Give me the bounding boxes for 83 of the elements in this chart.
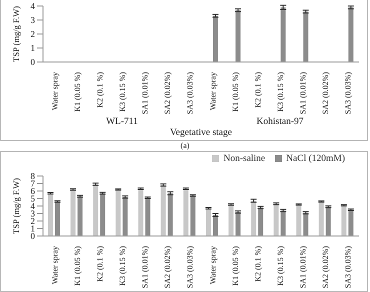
bar: [236, 10, 241, 62]
bar: [236, 212, 241, 236]
x-tick-label: Water spray: [50, 72, 60, 110]
y-tick-label: 0: [30, 57, 36, 68]
x-tick-label: Water spray: [208, 246, 218, 284]
bar: [122, 197, 128, 236]
bar: [303, 212, 308, 236]
x-tick-label: K3 (0.15 %): [276, 246, 285, 286]
x-tick-label: Water spray: [50, 246, 60, 284]
x-tick-label: K3 (0.15 %): [118, 72, 127, 112]
bar: [168, 193, 173, 236]
bar: [78, 196, 83, 236]
y-axis-title: TSP (mg/g F.W): [11, 178, 22, 234]
bar: [296, 204, 302, 236]
x-tick-label: K1 (0.05 %): [230, 72, 240, 112]
bar: [183, 188, 188, 236]
y-tick-label: 4: [30, 1, 36, 12]
text: (a): [180, 141, 190, 150]
x-tick-label: SA3 (0.03%): [344, 72, 353, 114]
x-tick-label: K2 (0.1 %): [95, 72, 104, 108]
x-tick-label: SA1 (0.01%): [298, 72, 308, 114]
y-tick-label: 7: [30, 178, 36, 189]
text: Kohistan-97: [256, 117, 304, 128]
x-tick-label: K1 (0.05 %): [72, 246, 82, 286]
y-tick-label: 1: [30, 224, 35, 234]
x-tick-label: K2 (0.1 %): [95, 246, 104, 282]
bar: [93, 184, 98, 236]
x-tick-label: SA3 (0.03%): [344, 246, 353, 288]
bar: [48, 193, 53, 236]
bar: [160, 185, 166, 236]
bar: [206, 208, 211, 236]
bar: [100, 193, 106, 236]
y-tick-label: 4: [30, 201, 36, 212]
bar: [54, 202, 60, 236]
bar: [341, 205, 346, 236]
bar: [280, 210, 286, 236]
legend-label: Non-saline: [223, 154, 266, 164]
y-axis-title: TSP (mg/g F.W): [11, 6, 22, 62]
x-tick-label: K3 (0.15 %): [276, 72, 285, 112]
bar: [348, 210, 354, 236]
x-tick-label: K2 (0.1 %): [253, 246, 262, 282]
bar: [138, 188, 144, 236]
y-tick-label: 2: [30, 29, 35, 40]
x-tick-label: K2 (0.1 %): [253, 72, 262, 108]
bar: [326, 206, 331, 236]
y-tick-label: 2: [30, 216, 35, 226]
x-tick-label: SA2 (0.02%): [163, 246, 172, 288]
x-tick-label: SA1 (0.01%): [298, 246, 308, 288]
bar: [303, 12, 308, 62]
y-tick-label: 5: [30, 194, 36, 204]
bar: [274, 204, 279, 236]
bar: [190, 196, 196, 236]
bar: [116, 190, 121, 236]
x-tick-label: SA3 (0.03%): [186, 72, 195, 114]
x-tick-label: SA2 (0.02%): [321, 72, 330, 114]
bar: [280, 7, 286, 62]
x-axis-title: Vegetative stage: [169, 128, 233, 139]
y-tick-label: 8: [30, 171, 36, 182]
bar: [348, 7, 354, 62]
y-tick-label: 1: [30, 43, 35, 54]
bar: [212, 215, 218, 236]
bar: [318, 202, 324, 236]
x-tick-label: K3 (0.15 %): [118, 246, 127, 286]
y-tick-label: 6: [30, 186, 36, 196]
bar: [228, 204, 234, 236]
bar: [145, 198, 150, 236]
bar: [251, 200, 256, 236]
y-tick-label: 3: [30, 208, 36, 219]
y-tick-label: 0: [30, 231, 36, 242]
x-tick-label: K1 (0.05 %): [72, 72, 82, 112]
text: WL-711: [105, 117, 139, 128]
x-tick-label: Water spray: [208, 72, 218, 110]
bar: [258, 208, 264, 236]
x-tick-label: SA2 (0.02%): [321, 246, 330, 288]
bar: [212, 16, 218, 62]
y-tick-label: 3: [30, 15, 36, 26]
legend-label: NaCl (120mM): [286, 154, 345, 164]
x-tick-label: SA1 (0.01%): [140, 246, 150, 288]
bar: [70, 190, 76, 236]
x-tick-label: SA1 (0.01%): [140, 72, 150, 114]
x-tick-label: SA2 (0.02%): [163, 72, 172, 114]
x-tick-label: SA3 (0.03%): [186, 246, 195, 288]
x-tick-label: K1 (0.05 %): [230, 246, 240, 286]
